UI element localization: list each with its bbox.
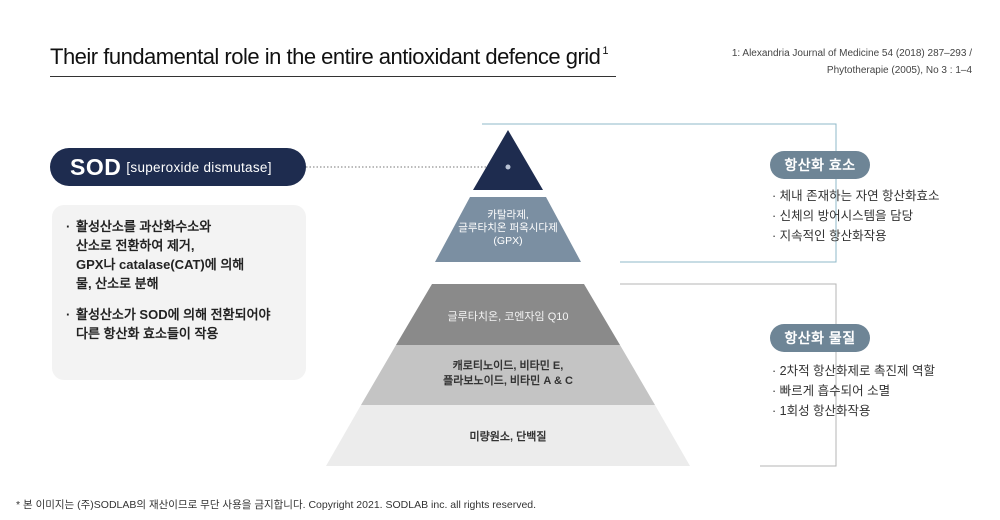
bullet-line: 활성산소가 SOD에 의해 전환되어야 (76, 307, 271, 322)
antioxidant-enzymes-list: · 체내 존재하는 자연 항산화효소 · 신체의 방어시스템을 담당 · 지속적… (772, 186, 940, 246)
pyramid-tier-enzymes (435, 197, 581, 262)
list-item: · 1회성 항산화작용 (772, 404, 871, 418)
pyramid-tier-minerals (326, 405, 690, 466)
tier2-label-line: 글루타치온 퍼옥시다제 (458, 222, 558, 234)
sod-description-bullet: · 활성산소가 SOD에 의해 전환되어야 다른 항산화 효소들이 작용 (66, 305, 306, 343)
enzyme-bracket-line (482, 123, 837, 263)
pyramid-tier-sod (473, 130, 543, 190)
references: 1: Alexandria Journal of Medicine 54 (20… (732, 45, 972, 79)
bullet-line: 다른 항산화 효소들이 작용 (76, 326, 219, 341)
copyright-footer: * 본 이미지는 (주)SODLAB의 재산이므로 무단 사용을 금지합니다. … (16, 499, 537, 511)
apex-marker-dot (505, 164, 511, 170)
bullet-line: 산소로 전환하여 제거, (76, 238, 195, 253)
tier2-label-line: (GPX) (493, 235, 523, 247)
reference-line-1: 1: Alexandria Journal of Medicine 54 (20… (731, 48, 972, 59)
list-item: · 지속적인 항산화작용 (772, 229, 887, 243)
sod-description-bullet: · 활성산소를 과산화수소와 산소로 전환하여 제거, GPX나 catalas… (66, 217, 306, 293)
bullet-line: GPX나 catalase(CAT)에 의해 (76, 257, 245, 272)
title-footnote-mark: 1 (602, 45, 609, 57)
pyramid-tier-coenzymes (396, 284, 620, 345)
tier2-label-line: 카탈라제, (487, 209, 529, 221)
sod-abbreviation: SOD (70, 153, 122, 180)
tier3-label: 글루타치온, 코엔자임 Q10 (447, 311, 569, 323)
tier4-label: 캐로티노이드, 비타민 E, 플라보노이드, 비타민 A & C (443, 359, 573, 389)
bullet-line: 활성산소를 과산화수소와 (76, 219, 212, 234)
page-title: Their fundamental role in the entire ant… (50, 44, 609, 69)
bullet-line: 물, 산소로 분해 (76, 276, 159, 291)
bullet-mark: · (66, 219, 71, 234)
antioxidant-substances-tag: 항산화 물질 (770, 324, 870, 352)
substance-bracket-line (620, 283, 837, 467)
tier4-label-line: 캐로티노이드, 비타민 E, (452, 360, 564, 372)
title-underline (50, 76, 616, 77)
tier2-label: 카탈라제, 글루타치온 퍼옥시다제 (GPX) (458, 209, 558, 248)
sod-full-name: [superoxide dismutase] (126, 159, 272, 175)
list-item: · 빠르게 흡수되어 소멸 (772, 384, 891, 398)
sod-title-pill: SOD [superoxide dismutase] (50, 148, 306, 186)
list-item: · 신체의 방어시스템을 담당 (772, 209, 914, 223)
list-item: · 체내 존재하는 자연 항산화효소 (772, 189, 940, 203)
bullet-mark: · (66, 307, 71, 322)
list-item: · 2차적 항산화제로 촉진제 역할 (772, 364, 936, 378)
tier5-label: 미량원소, 단백질 (469, 431, 547, 443)
sod-description-box: · 활성산소를 과산화수소와 산소로 전환하여 제거, GPX나 catalas… (52, 205, 306, 380)
pyramid-tier-vitamins (361, 345, 655, 405)
antioxidant-substances-list: · 2차적 항산화제로 촉진제 역할 · 빠르게 흡수되어 소멸 · 1회성 항… (772, 361, 935, 421)
tier4-label-line: 플라보노이드, 비타민 A & C (443, 375, 573, 387)
reference-line-2: Phytotherapie (2005), No 3 : 1–4 (826, 65, 972, 76)
antioxidant-enzymes-tag: 항산화 효소 (770, 151, 870, 179)
